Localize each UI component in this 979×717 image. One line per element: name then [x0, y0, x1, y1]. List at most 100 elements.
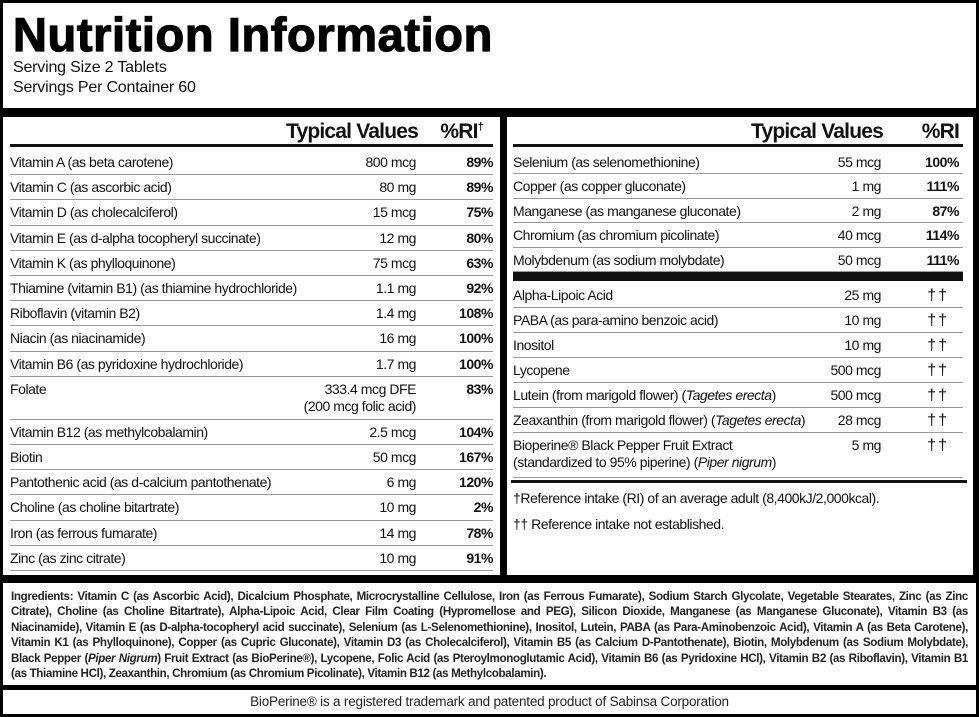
serving-size: Serving Size 2 Tablets — [13, 59, 167, 76]
footnote-not-established: †† Reference intake not established. — [513, 516, 725, 532]
nutrient-name-text: Vitamin B12 (as methylcobalamin) — [10, 423, 208, 440]
nutrient-name-text: Folate — [10, 380, 47, 397]
nutrient-name-text: ) — [771, 387, 777, 403]
nutrient-ri: 100% — [458, 355, 493, 372]
nutrient-value-text: 1 mg — [851, 178, 882, 195]
table-row: Bioperine® Black Pepper Fruit Extract (st… — [513, 433, 963, 478]
nutrient-value-text: 10 mg — [379, 499, 416, 516]
nutrient-value: 50 mcg — [373, 449, 417, 466]
nutrient-value: 55 mcg — [838, 154, 882, 171]
nutrient-name: Niacin (as niacinamide) — [10, 330, 146, 347]
table-row: Manganese (as manganese gluconate) 2 mg 87… — [513, 199, 963, 224]
nutrient-ri: 89% — [466, 179, 493, 196]
nutrient-name: Inositol — [513, 337, 554, 354]
nutrient-value: 500 mcg — [830, 362, 881, 379]
nutrient-ri: 80% — [466, 229, 493, 246]
nutrient-value: 10 mg — [379, 550, 416, 567]
table-row: PABA (as para-amino benzoic acid) 10 mg †† — [513, 308, 963, 333]
table-row: Niacin (as niacinamide) 16 mg 100% — [10, 326, 493, 352]
nutrient-ri: 83% — [466, 380, 493, 397]
table-row: Vitamin K (as phylloquinone) 75 mcg 63% — [10, 251, 493, 276]
ingredients-list: Ingredients: Vitamin C (as Ascorbic Acid… — [3, 583, 976, 685]
table-row: Thiamine (vitamin B1) (as thiamine hydro… — [10, 276, 493, 302]
nutrient-value: 75 mcg — [373, 255, 417, 272]
table-row: Vitamin E (as d-alpha tocopheryl succina… — [10, 226, 493, 251]
page-title: Nutrition Information — [12, 7, 493, 61]
nutrient-ri: 108% — [458, 305, 493, 322]
nutrient-ri: †† — [927, 362, 949, 379]
nutrient-name-text: Copper (as copper gluconate) — [513, 178, 686, 195]
nutrient-name-text: ) — [800, 412, 806, 428]
nutrient-name: Vitamin K (as phylloquinone) — [10, 254, 176, 272]
nutrient-value: 12 mg — [379, 230, 416, 247]
nutrient-name: Zeaxanthin (from marigold flower) (Taget… — [513, 412, 806, 429]
nutrient-value: 500 mcg — [830, 387, 881, 404]
nutrient-value: 10 mg — [844, 312, 881, 329]
nutrient-ri: 89% — [466, 154, 493, 170]
nutrient-ri: †† — [927, 287, 949, 304]
table-row: Alpha-Lipoic Acid 25 mg †† — [513, 283, 963, 308]
nutrient-ri: 100% — [924, 154, 959, 170]
table-row: Selenium (as selenomethionine) 55 mcg 100% — [513, 150, 963, 175]
nutrient-name-text: Bioperine® Black Pepper Fruit Extract — [513, 437, 733, 453]
nutrient-value: 6 mg — [386, 474, 417, 491]
nutrient-name: Vitamin C (as ascorbic acid) — [10, 179, 172, 196]
nutrient-ri: 91% — [466, 549, 493, 566]
nutrient-value-text: 50 mcg — [837, 251, 882, 268]
nutrient-ri: †† — [927, 387, 949, 404]
vitamins-table: Typical Values %RI† Vitamin A (as beta c… — [3, 117, 500, 575]
nutrient-ri: 100% — [458, 330, 493, 347]
nutrient-name-text: Vitamin K (as phylloquinone) — [10, 254, 176, 271]
nutrient-ri: 92% — [466, 280, 493, 296]
nutrient-name-text: Lutein (from marigold flower) ( — [513, 387, 686, 403]
nutrient-name-text: Chromium (as chromium picolinate) — [513, 227, 720, 244]
nutrient-name: Pantothenic acid (as d-calcium pantothen… — [10, 474, 272, 491]
nutrient-name-text: ) — [771, 454, 777, 470]
nutrient-name-text: Zinc (as zinc citrate) — [10, 549, 126, 566]
nutrient-name-text: Molybdenum (as sodium molybdate) — [513, 251, 725, 268]
nutrient-value: 800 mcg — [365, 154, 416, 171]
ingredients-text: Ingredients: Vitamin C (as Ascorbic Acid… — [11, 590, 968, 665]
nutrient-name: Bioperine® Black Pepper Fruit Extract (st… — [513, 437, 776, 471]
nutrient-value-text: 10 mg — [379, 549, 416, 566]
nutrient-name: Biotin — [10, 449, 43, 466]
nutrient-name: Thiamine (vitamin B1) (as thiamine hydro… — [10, 280, 297, 297]
table-row: Vitamin B12 (as methylcobalamin) 2.5 mcg 1… — [10, 420, 493, 445]
table-row: Pantothenic acid (as d-calcium pantothen… — [10, 470, 493, 496]
nutrient-name-text: Riboflavin (vitamin B2) — [10, 305, 140, 322]
ingredients-text: ) Fruit Extract (as BioPerine®), Lycopen… — [11, 651, 968, 681]
nutrient-value-text: 2 mg — [851, 202, 882, 219]
nutrient-value: 28 mcg — [837, 412, 882, 429]
nutrient-name: PABA (as para-amino benzoic acid) — [513, 312, 719, 329]
servings-per-container: Servings Per Container 60 — [13, 79, 196, 96]
nutrient-value-text: 6 mg — [386, 474, 417, 491]
nutrient-value-text: 1.7 mg — [375, 355, 417, 372]
nutrient-latin-name: Tagetes erecta — [685, 387, 772, 403]
nutrient-value: 50 mcg — [837, 251, 882, 269]
nutrient-ri: 87% — [932, 202, 959, 219]
nutrient-ri: †† — [927, 312, 949, 329]
nutrient-value-text: 333.4 mcg DFE — [324, 380, 417, 397]
table-row: Iron (as ferrous fumarate) 14 mg 78% — [10, 521, 493, 546]
table-row: Vitamin D (as cholecalciferol) 15 mcg 75% — [10, 200, 493, 226]
ingredients-italic: Piper Nigrum — [87, 651, 158, 665]
nutrient-ri: †† — [927, 437, 949, 454]
nutrient-name-text: Alpha-Lipoic Acid — [513, 287, 613, 303]
nutrient-ri: 63% — [466, 254, 493, 271]
nutrient-name: Vitamin A (as beta carotene) — [10, 154, 173, 171]
trademark-notice: BioPerine® is a registered trademark and… — [3, 690, 976, 714]
nutrient-ri: 111% — [926, 178, 960, 195]
nutrient-value-text: 10 mg — [844, 312, 881, 328]
table-row: Zeaxanthin (from marigold flower) (Taget… — [513, 408, 963, 433]
nutrient-name: Copper (as copper gluconate) — [513, 178, 686, 195]
section-divider — [513, 272, 963, 281]
nutrient-value: 2.5 mcg — [369, 424, 416, 441]
nutrient-name: Iron (as ferrous fumarate) — [10, 525, 157, 542]
nutrient-value-text: 28 mcg — [837, 412, 882, 428]
nutrient-value: 15 mcg — [373, 204, 417, 221]
nutrient-ri: 104% — [458, 423, 493, 440]
nutrient-ri: 2% — [473, 499, 494, 516]
nutrient-value-text: 1.4 mg — [375, 305, 417, 322]
nutrient-name: Vitamin B6 (as pyridoxine hydrochloride) — [10, 356, 244, 373]
nutrient-value: 1.7 mg — [375, 355, 417, 373]
